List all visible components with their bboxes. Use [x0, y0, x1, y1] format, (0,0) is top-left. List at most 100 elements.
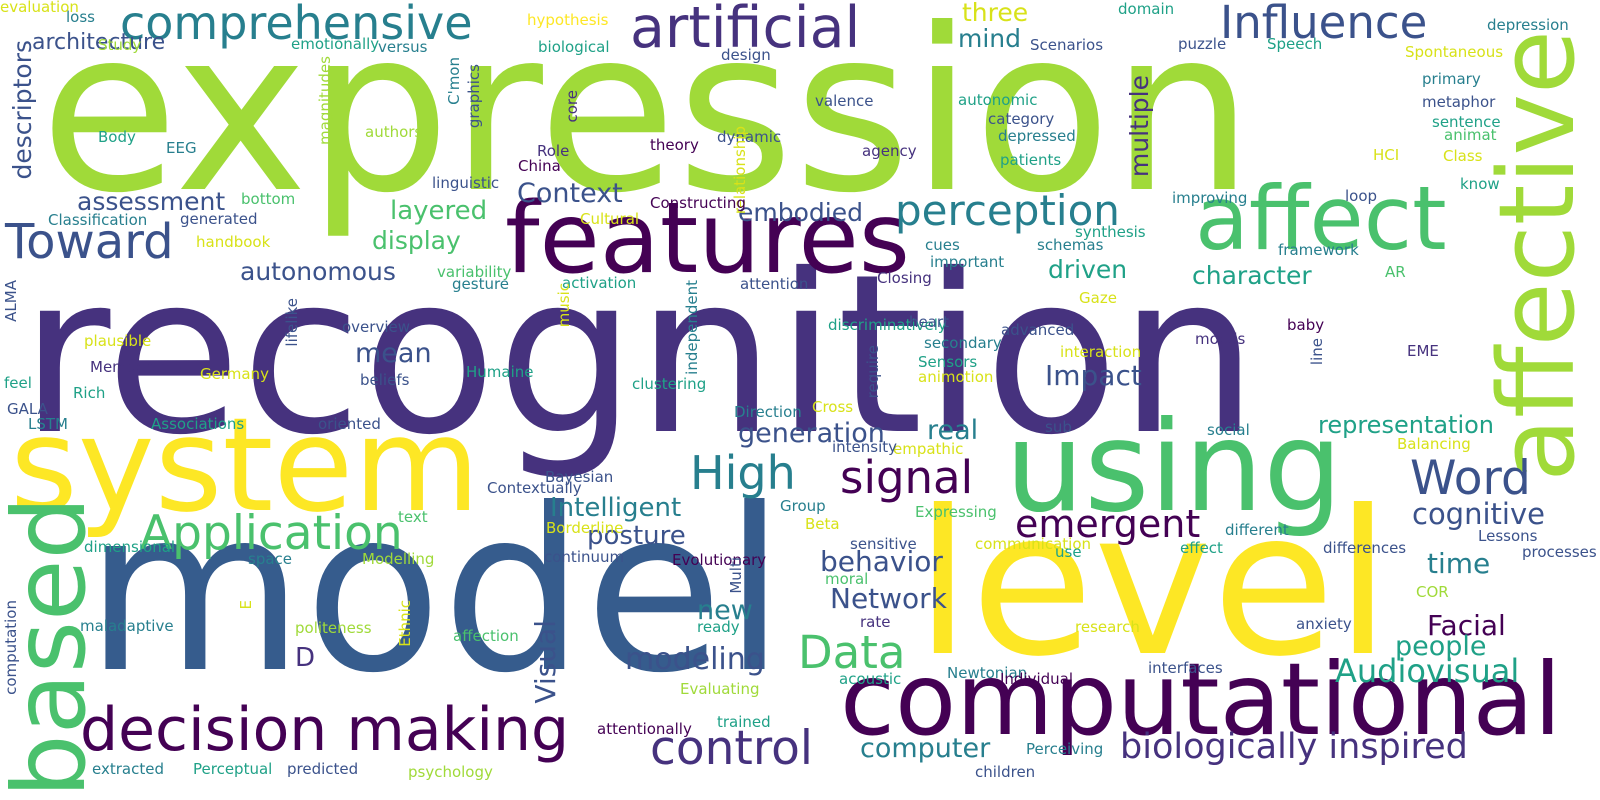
- cloud-word: loop: [1345, 187, 1378, 205]
- cloud-word: affect: [1195, 167, 1447, 270]
- cloud-word: Germany: [200, 365, 269, 383]
- cloud-word: linguistic: [432, 174, 500, 192]
- cloud-word: space: [248, 550, 293, 568]
- cloud-word: cognitive: [1412, 497, 1545, 531]
- cloud-word: effect: [1180, 539, 1223, 557]
- cloud-word: Direction: [734, 403, 802, 421]
- cloud-word: design: [721, 46, 771, 64]
- cloud-word: emergent: [1015, 502, 1201, 546]
- cloud-word: attentionally: [597, 720, 692, 738]
- cloud-word: primary: [1422, 70, 1481, 88]
- cloud-word: Evolutionary: [672, 551, 767, 569]
- cloud-word: variability: [437, 263, 512, 281]
- cloud-word: Membership: [90, 358, 183, 376]
- cloud-word: EEG: [166, 139, 197, 157]
- cloud-word: metaphor: [1422, 93, 1496, 111]
- cloud-word: communication: [975, 535, 1092, 553]
- cloud-word: depressed: [998, 127, 1076, 145]
- cloud-word: Study: [98, 36, 142, 54]
- cloud-word: line: [1308, 338, 1326, 366]
- cloud-word: embodied: [738, 198, 863, 227]
- cloud-word: heart: [909, 313, 949, 331]
- cloud-word: Lessons: [1478, 527, 1538, 545]
- cloud-word: independent: [683, 280, 701, 375]
- cloud-word: HCI: [1373, 146, 1400, 164]
- cloud-word: behavior: [820, 545, 943, 578]
- cloud-word: autonomous: [240, 257, 396, 286]
- cloud-word: loss: [66, 8, 95, 26]
- cloud-word: Impact: [1045, 359, 1142, 392]
- cloud-word: Visual: [529, 620, 562, 704]
- cloud-word: D: [295, 643, 316, 673]
- cloud-word: Role: [537, 142, 570, 160]
- cloud-word: text: [398, 508, 428, 526]
- cloud-word: intensity: [832, 438, 898, 456]
- cloud-word: level: [915, 468, 1391, 701]
- cloud-word: differences: [1323, 539, 1407, 557]
- cloud-word: acoustic: [839, 670, 902, 688]
- cloud-word: depression: [1487, 16, 1569, 34]
- cloud-word: evaluation: [0, 0, 79, 16]
- cloud-word: Constructing: [650, 194, 746, 212]
- cloud-word: LSTM: [28, 415, 68, 433]
- cloud-word: GALA: [7, 400, 48, 418]
- cloud-word: Cultural: [580, 210, 640, 228]
- cloud-word: driven: [1048, 255, 1128, 284]
- cloud-word: China: [518, 157, 561, 175]
- cloud-word: Classification: [48, 211, 148, 229]
- cloud-word: graphics: [465, 64, 483, 129]
- cloud-word: psychology: [408, 763, 493, 781]
- cloud-word: autonomic: [958, 91, 1038, 109]
- cloud-word: biologically inspired: [1120, 727, 1468, 767]
- cloud-word: require: [864, 345, 882, 399]
- cloud-word: affection: [453, 627, 519, 645]
- cloud-word: authors: [365, 123, 423, 141]
- cloud-word: Expressing: [915, 503, 997, 521]
- cloud-word: descriptors: [8, 40, 37, 180]
- cloud-word: research: [1075, 618, 1140, 636]
- cloud-word: theory: [650, 136, 699, 154]
- cloud-word: computational: [840, 641, 1562, 758]
- cloud-word: Bayesian: [545, 468, 614, 486]
- cloud-word: artificial: [630, 0, 861, 61]
- cloud-word: patients: [1000, 151, 1062, 169]
- cloud-word: computation: [2, 600, 20, 695]
- cloud-word: three: [962, 0, 1029, 27]
- cloud-word: Toward: [5, 214, 174, 270]
- cloud-word: Balancing: [1397, 435, 1471, 453]
- cloud-word: animat: [1444, 126, 1497, 144]
- cloud-word: sentence: [1432, 113, 1501, 131]
- cloud-word: Cross: [812, 398, 854, 416]
- cloud-word: signal: [840, 451, 974, 504]
- cloud-word: people: [1395, 631, 1487, 662]
- cloud-word: new: [697, 595, 753, 626]
- cloud-word: predicted: [287, 760, 359, 778]
- cloud-word: dimensional: [84, 538, 176, 556]
- cloud-word: Beta: [805, 515, 840, 533]
- cloud-word: generation: [738, 418, 885, 449]
- cloud-word: Body: [98, 128, 136, 146]
- cloud-word: Ethnic: [396, 600, 414, 647]
- cloud-word: different: [1225, 521, 1289, 539]
- cloud-word: Modelling: [362, 550, 435, 568]
- cloud-word: hypothesis: [527, 11, 609, 29]
- cloud-word: affective: [1476, 30, 1598, 482]
- cloud-word: multiple: [1125, 75, 1154, 178]
- cloud-word: Class: [1443, 147, 1483, 165]
- cloud-word: sensitive: [850, 535, 917, 553]
- cloud-word: moods: [1195, 330, 1246, 348]
- cloud-word: improving: [1172, 189, 1248, 207]
- cloud-word: use: [1055, 543, 1082, 561]
- cloud-word: control: [650, 721, 813, 776]
- cloud-word: Context: [517, 178, 623, 209]
- cloud-word: real: [927, 415, 979, 446]
- cloud-word: decision making: [80, 695, 570, 765]
- cloud-word: category: [988, 110, 1055, 128]
- cloud-word: Sensors: [918, 353, 978, 371]
- cloud-word: assessment: [77, 187, 226, 216]
- cloud-word: versus: [378, 38, 428, 56]
- cloud-word: system: [10, 389, 480, 541]
- cloud-word: character: [1192, 261, 1312, 290]
- cloud-word: recognition: [20, 227, 1259, 483]
- cloud-word: oriented: [318, 415, 381, 433]
